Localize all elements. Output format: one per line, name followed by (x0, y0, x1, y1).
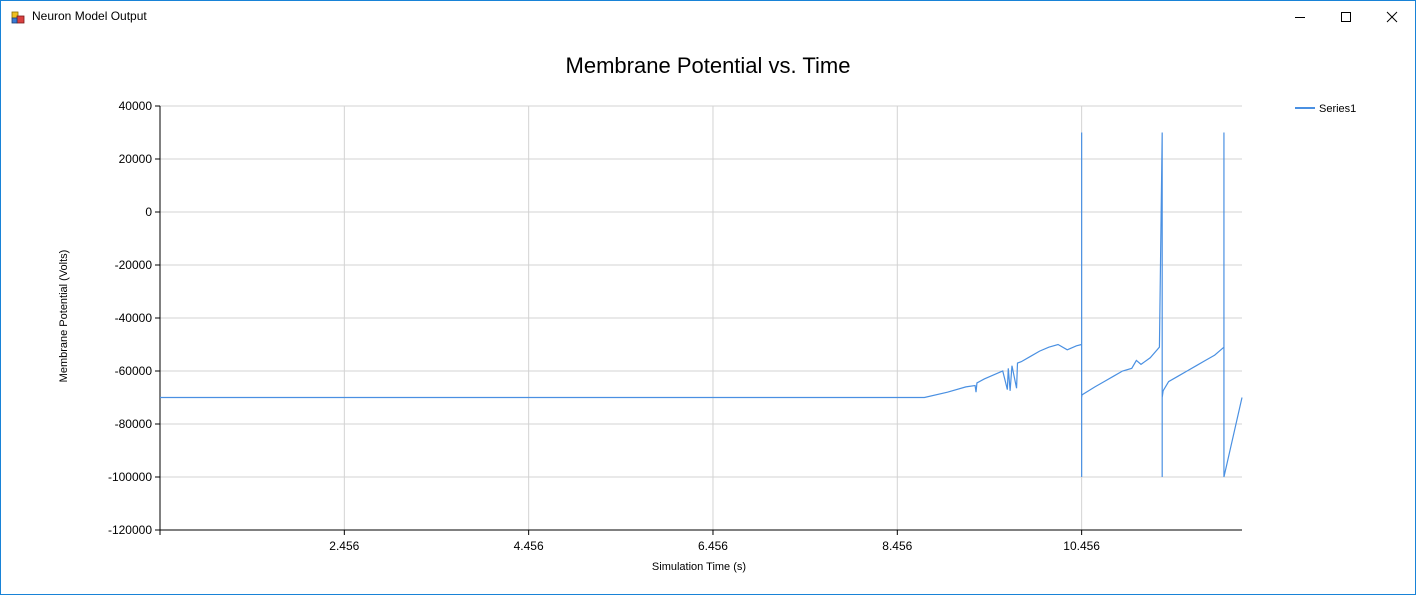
membrane-potential-chart: Membrane Potential vs. Time 40000 20000 0 -… (58, 53, 1356, 573)
y-tick-label: -20000 (115, 258, 153, 272)
y-tick-label: -40000 (115, 311, 153, 325)
y-tick-label: -100000 (108, 470, 152, 484)
close-button[interactable] (1369, 1, 1415, 32)
y-axis-label: Membrane Potential (Volts) (58, 250, 70, 383)
y-tick-label: -80000 (115, 417, 153, 431)
grid-lines (160, 105, 1242, 530)
y-tick-label: 0 (145, 205, 152, 219)
x-axis-label: Simulation Time (s) (652, 561, 746, 573)
y-axis-ticks: 40000 20000 0 -20000 -40000 -60000 -80000 -1000… (108, 99, 160, 537)
chart-area: Membrane Potential vs. Time 40000 20000 0 -… (1, 32, 1415, 594)
window-title: Neuron Model Output (32, 9, 147, 23)
series-line (160, 132, 1243, 478)
minimize-button[interactable] (1277, 1, 1323, 32)
y-tick-label: -60000 (115, 364, 153, 378)
legend-label: Series1 (1319, 103, 1356, 115)
legend[interactable]: Series1 (1295, 103, 1356, 115)
title-bar[interactable]: Neuron Model Output (1, 1, 1415, 32)
series-group (160, 132, 1243, 478)
x-tick-label: 4.456 (514, 539, 544, 553)
maximize-button[interactable] (1323, 1, 1369, 32)
maximize-icon (1341, 11, 1351, 22)
x-tick-label: 6.456 (698, 539, 728, 553)
x-tick-label: 8.456 (882, 539, 912, 553)
y-tick-label: 40000 (119, 99, 153, 113)
app-window-icon (11, 11, 25, 24)
chart-title: Membrane Potential vs. Time (566, 53, 851, 78)
x-tick-label: 2.456 (329, 539, 359, 553)
y-tick-label: -120000 (108, 523, 152, 537)
close-icon (1386, 11, 1398, 22)
y-tick-label: 20000 (119, 152, 153, 166)
minimize-icon (1295, 16, 1305, 18)
x-tick-label: 10.456 (1063, 539, 1100, 553)
x-axis-ticks: 2.456 4.456 6.456 8.456 10.456 (159, 530, 1100, 553)
